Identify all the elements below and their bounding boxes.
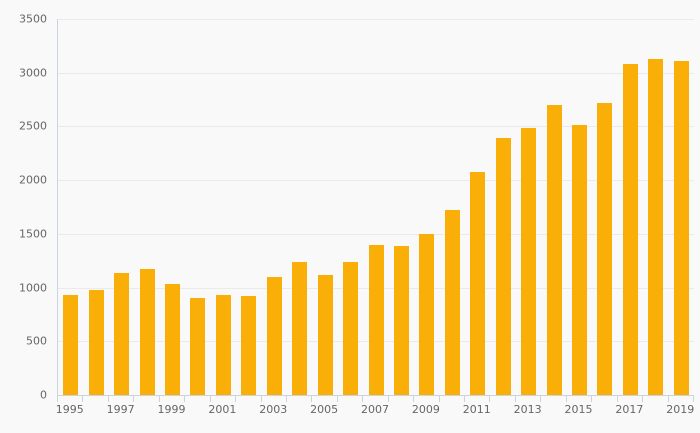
x-axis-tick bbox=[438, 396, 440, 402]
gridline-y-1500 bbox=[58, 233, 694, 235]
bar-2009[interactable] bbox=[419, 233, 435, 395]
bar-2017[interactable] bbox=[622, 64, 638, 395]
x-axis-label-2003: 2003 bbox=[259, 403, 288, 416]
y-axis-labels: 0 500 1000 1500 2000 2500 3000 3500 bbox=[0, 13, 47, 402]
y-axis-tick-label: 2500 bbox=[19, 119, 47, 133]
gridline-y-2500 bbox=[58, 126, 694, 128]
x-axis-tick bbox=[514, 396, 516, 402]
x-axis-tick bbox=[642, 396, 644, 402]
bar-1999[interactable] bbox=[164, 284, 180, 395]
x-axis-tick bbox=[387, 396, 389, 402]
bar-2004[interactable] bbox=[292, 261, 308, 395]
x-axis-label-1997: 1997 bbox=[106, 403, 135, 416]
bar-2003[interactable] bbox=[266, 276, 282, 395]
x-axis-tick bbox=[565, 396, 567, 402]
bar-2001[interactable] bbox=[215, 294, 231, 395]
y-axis-tick-label: 2000 bbox=[19, 173, 47, 187]
x-axis-label-2019: 2019 bbox=[666, 403, 695, 416]
x-axis-label-2009: 2009 bbox=[411, 403, 440, 416]
x-axis-tick bbox=[235, 396, 237, 402]
x-axis-label-2015: 2015 bbox=[564, 403, 593, 416]
gridline-y-3000 bbox=[58, 72, 694, 74]
bar-2016[interactable] bbox=[597, 102, 613, 395]
x-axis-tick bbox=[82, 396, 84, 402]
y-axis-tick-label: 0 bbox=[40, 388, 47, 402]
x-axis-tick bbox=[489, 396, 491, 402]
bar-1996[interactable] bbox=[88, 290, 104, 395]
x-axis-tick bbox=[540, 396, 542, 402]
x-axis-tick bbox=[693, 396, 694, 402]
x-axis-label-2001: 2001 bbox=[208, 403, 237, 416]
x-axis-tick bbox=[362, 396, 364, 402]
x-axis-tick bbox=[616, 396, 618, 402]
bar-1997[interactable] bbox=[114, 273, 130, 395]
x-axis-tick bbox=[285, 396, 287, 402]
y-axis-tick-label: 1000 bbox=[19, 281, 47, 295]
bar-1995[interactable] bbox=[63, 295, 79, 395]
x-axis-tick bbox=[158, 396, 160, 402]
bar-2011[interactable] bbox=[470, 171, 486, 395]
bar-2018[interactable] bbox=[648, 59, 664, 395]
x-axis-tick bbox=[336, 396, 338, 402]
y-axis-tick-label: 3000 bbox=[19, 66, 47, 80]
y-axis-tick-label: 3500 bbox=[19, 12, 47, 26]
bar-2012[interactable] bbox=[495, 137, 511, 395]
x-axis-tick bbox=[311, 396, 313, 402]
x-axis-tick bbox=[667, 396, 669, 402]
x-axis-label-1995: 1995 bbox=[55, 403, 84, 416]
bar-2015[interactable] bbox=[572, 124, 588, 395]
gridline-y-3500 bbox=[58, 19, 694, 20]
bar-2008[interactable] bbox=[393, 245, 409, 395]
bar-2000[interactable] bbox=[190, 298, 206, 395]
x-axis-tick bbox=[260, 396, 262, 402]
x-axis-tick bbox=[57, 396, 58, 402]
y-axis-tick-label: 500 bbox=[26, 334, 47, 348]
x-axis-label-2013: 2013 bbox=[513, 403, 542, 416]
bar-1998[interactable] bbox=[139, 269, 155, 395]
x-axis-tick bbox=[133, 396, 135, 402]
bar-2019[interactable] bbox=[673, 60, 689, 395]
x-axis-tick bbox=[413, 396, 415, 402]
bar-2013[interactable] bbox=[521, 128, 537, 395]
x-axis-tick bbox=[107, 396, 109, 402]
x-axis-label-2017: 2017 bbox=[615, 403, 644, 416]
bar-2007[interactable] bbox=[368, 244, 384, 395]
x-axis-tick bbox=[184, 396, 186, 402]
gridline-y-2000 bbox=[58, 180, 694, 182]
y-axis-tick-label: 1500 bbox=[19, 227, 47, 241]
x-axis-label-1999: 1999 bbox=[157, 403, 186, 416]
bar-2002[interactable] bbox=[241, 295, 257, 395]
bar-2006[interactable] bbox=[343, 262, 359, 395]
x-axis-label-2007: 2007 bbox=[361, 403, 389, 416]
x-axis-label-2011: 2011 bbox=[462, 403, 491, 416]
x-axis-label-2005: 2005 bbox=[310, 403, 339, 416]
x-axis-tick bbox=[591, 396, 593, 402]
plot-area bbox=[57, 19, 694, 396]
x-axis-tick bbox=[464, 396, 466, 402]
x-axis-tick bbox=[209, 396, 211, 402]
bar-2005[interactable] bbox=[317, 275, 333, 395]
bar-2010[interactable] bbox=[444, 209, 460, 395]
bar-2014[interactable] bbox=[546, 104, 562, 395]
